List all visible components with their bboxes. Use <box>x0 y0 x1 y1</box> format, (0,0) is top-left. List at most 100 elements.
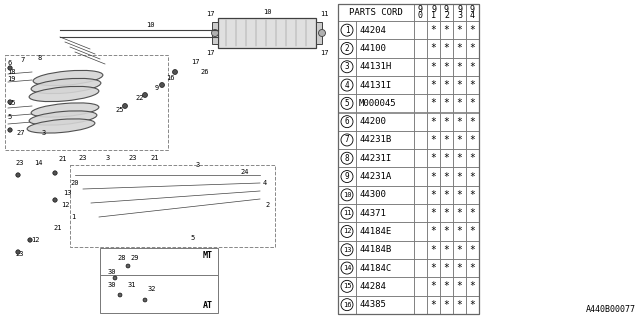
Bar <box>453 167 466 186</box>
Bar <box>414 259 427 277</box>
Bar <box>466 149 479 167</box>
Text: 24: 24 <box>241 169 249 175</box>
Text: 4: 4 <box>263 180 267 186</box>
Text: *: * <box>470 172 476 181</box>
Bar <box>414 58 427 76</box>
Text: 31: 31 <box>128 282 136 288</box>
Text: 1: 1 <box>431 12 436 20</box>
Bar <box>466 131 479 149</box>
Bar <box>453 277 466 295</box>
Circle shape <box>341 189 353 201</box>
Text: *: * <box>444 98 449 108</box>
Text: *: * <box>456 281 463 291</box>
Bar <box>453 76 466 94</box>
Bar <box>5 55 168 150</box>
Text: 10: 10 <box>343 192 351 198</box>
Text: *: * <box>470 227 476 236</box>
Circle shape <box>8 128 12 132</box>
Text: 5: 5 <box>345 99 349 108</box>
Circle shape <box>341 171 353 182</box>
Bar <box>414 204 427 222</box>
Bar <box>356 241 414 259</box>
Text: 9: 9 <box>444 5 449 14</box>
Text: *: * <box>444 172 449 181</box>
Text: *: * <box>431 80 436 90</box>
Text: 44200: 44200 <box>359 117 386 126</box>
Ellipse shape <box>29 86 99 102</box>
Text: 9: 9 <box>457 5 462 14</box>
Bar <box>427 186 440 204</box>
Text: 44231B: 44231B <box>359 135 391 144</box>
Text: *: * <box>456 245 463 255</box>
Text: *: * <box>444 281 449 291</box>
Bar <box>414 241 427 259</box>
Text: *: * <box>431 62 436 72</box>
Text: 6: 6 <box>345 117 349 126</box>
Bar <box>453 259 466 277</box>
Circle shape <box>28 238 32 242</box>
Text: 9: 9 <box>418 5 423 14</box>
Bar <box>440 39 453 58</box>
Circle shape <box>341 280 353 292</box>
Bar <box>356 222 414 241</box>
Bar <box>466 186 479 204</box>
Bar <box>427 204 440 222</box>
Text: 11: 11 <box>320 11 328 17</box>
Text: 0: 0 <box>418 12 423 20</box>
Text: 6: 6 <box>7 60 12 66</box>
Text: 14: 14 <box>34 160 42 166</box>
Bar <box>427 76 440 94</box>
Bar <box>427 167 440 186</box>
Text: 9: 9 <box>431 5 436 14</box>
Text: PARTS CORD: PARTS CORD <box>349 8 403 17</box>
Text: 44371: 44371 <box>359 209 386 218</box>
Bar <box>440 58 453 76</box>
Text: A440B00077: A440B00077 <box>586 305 636 314</box>
Text: 25: 25 <box>116 107 124 113</box>
Bar <box>466 94 479 113</box>
Text: *: * <box>431 300 436 310</box>
Bar <box>453 113 466 131</box>
Bar <box>338 149 356 167</box>
Circle shape <box>8 100 12 104</box>
Text: 44231I: 44231I <box>359 154 391 163</box>
Bar <box>356 94 414 113</box>
Circle shape <box>16 173 20 177</box>
Bar <box>466 241 479 259</box>
Text: *: * <box>444 25 449 35</box>
Bar <box>356 186 414 204</box>
Text: 23: 23 <box>16 160 24 166</box>
Circle shape <box>319 29 326 36</box>
Ellipse shape <box>31 103 99 117</box>
Text: 21: 21 <box>151 155 159 161</box>
Text: *: * <box>456 117 463 127</box>
Text: 5: 5 <box>7 114 12 120</box>
Bar <box>338 4 479 314</box>
Bar <box>338 4 414 21</box>
Text: *: * <box>431 117 436 127</box>
Bar <box>338 241 356 259</box>
Text: *: * <box>470 190 476 200</box>
Text: *: * <box>456 25 463 35</box>
Text: AT: AT <box>203 300 213 309</box>
Text: *: * <box>470 245 476 255</box>
Bar <box>453 222 466 241</box>
Text: 44100: 44100 <box>359 44 386 53</box>
Text: *: * <box>444 135 449 145</box>
Text: 10: 10 <box>146 22 154 28</box>
Bar <box>427 277 440 295</box>
Bar <box>427 222 440 241</box>
Bar <box>440 222 453 241</box>
Ellipse shape <box>31 78 101 94</box>
Bar <box>440 241 453 259</box>
Circle shape <box>341 97 353 109</box>
Bar <box>466 21 479 39</box>
Bar <box>414 4 427 21</box>
Text: *: * <box>431 281 436 291</box>
Circle shape <box>52 171 57 175</box>
Bar <box>356 58 414 76</box>
Circle shape <box>211 29 218 36</box>
Bar <box>427 58 440 76</box>
Circle shape <box>341 61 353 73</box>
Bar <box>440 21 453 39</box>
